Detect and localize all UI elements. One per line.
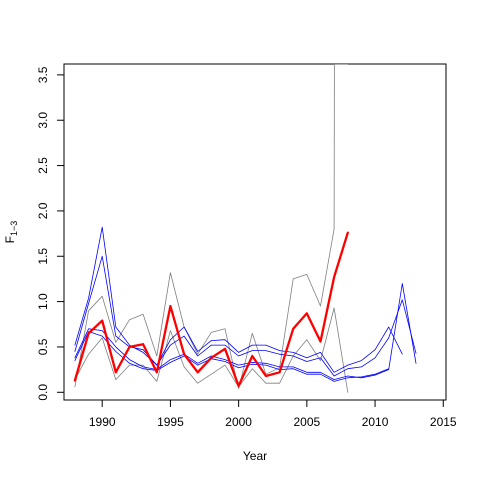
y-axis: 0.0 0.5 1.0 1.5 2.0 2.5 3.0 3.5 — [36, 66, 65, 401]
y-tick-label: 2.5 — [36, 157, 50, 174]
series-line-2-gray — [74, 307, 349, 393]
x-tick-label: 2015 — [430, 415, 457, 429]
series-layer — [73, 64, 417, 393]
x-axis: 1990 1995 2000 2005 2010 2015 — [89, 399, 457, 429]
x-tick-label: 1995 — [157, 415, 184, 429]
y-tick-label: 0.0 — [36, 384, 50, 401]
y-tick-label: 1.5 — [36, 248, 50, 265]
x-tick-label: 1990 — [89, 415, 116, 429]
plot-frame — [63, 63, 447, 401]
x-tick-label: 2005 — [293, 415, 320, 429]
y-axis-label: F1−3 — [3, 221, 19, 244]
x-tick-label: 2010 — [362, 415, 389, 429]
y-axis-label-sub: 1−3 — [9, 221, 19, 236]
y-tick-label: 1.0 — [36, 293, 50, 310]
y-tick-label: 0.5 — [36, 338, 50, 355]
x-tick-label: 2000 — [225, 415, 252, 429]
series-line-7-red — [73, 231, 349, 388]
series-line-3-blue — [74, 226, 403, 373]
x-axis-label: Year — [243, 449, 267, 463]
y-axis-label-main: F — [3, 236, 17, 243]
series-line-5-blue — [74, 283, 417, 381]
svg-text:F1−3: F1−3 — [3, 221, 19, 244]
y-tick-label: 3.0 — [36, 112, 50, 129]
series-line-1-gray — [74, 64, 349, 390]
y-tick-label: 2.0 — [36, 202, 50, 219]
y-tick-label: 3.5 — [36, 66, 50, 83]
